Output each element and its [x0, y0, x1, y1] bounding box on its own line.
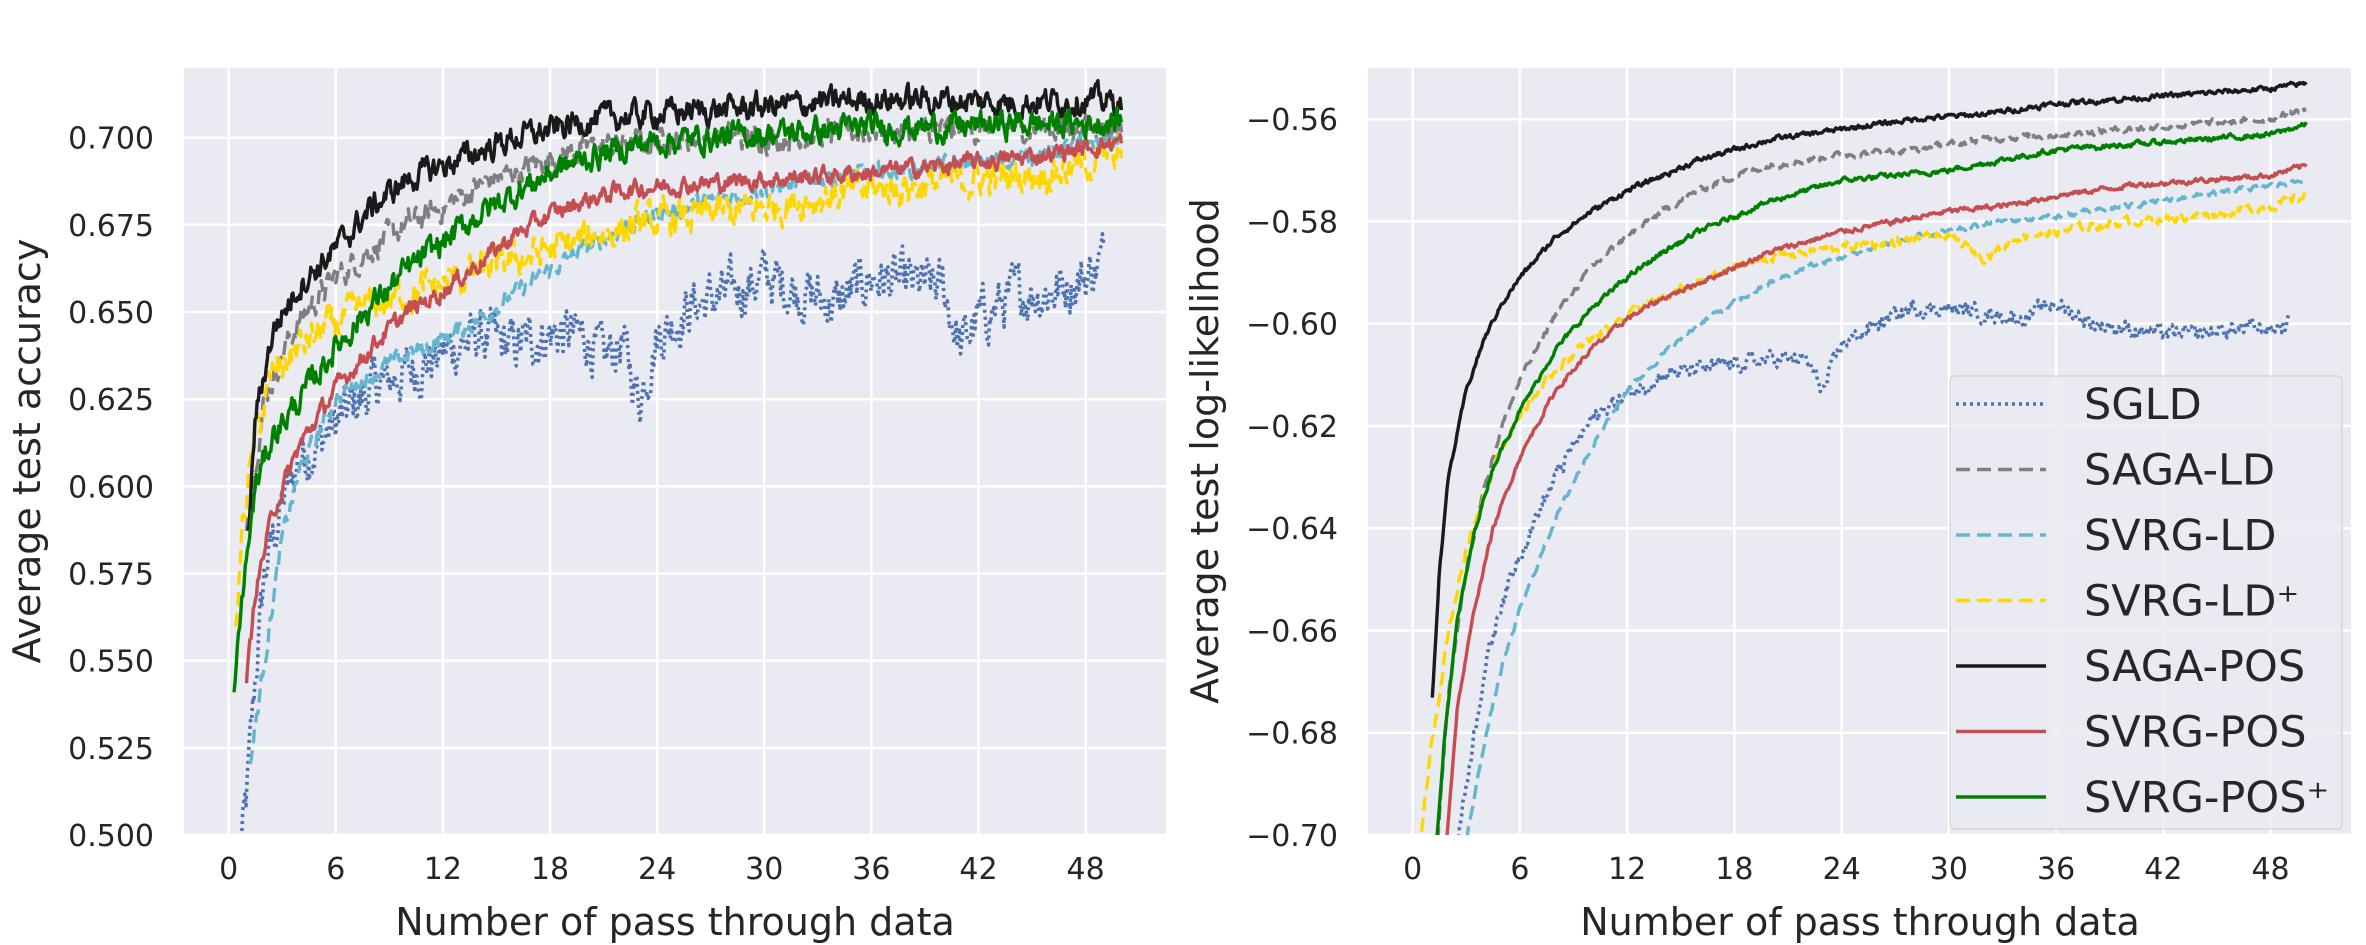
series-line-3	[234, 132, 1124, 627]
x-tick-label: 24	[1823, 852, 1861, 887]
x-tick-label: 48	[1067, 852, 1105, 887]
y-tick-label: 0.500	[68, 819, 154, 854]
y-tick-label: −0.56	[1246, 103, 1338, 138]
legend-label: SAGA-LD	[2084, 446, 2275, 496]
x-tick-label: 6	[326, 852, 345, 887]
series-line-4	[1430, 80, 2308, 698]
x-tick-label: 24	[638, 852, 676, 887]
x-tick-label: 18	[1715, 852, 1753, 887]
x-tick-label: 0	[219, 852, 238, 887]
y-tick-label: 0.550	[68, 645, 154, 680]
x-tick-label: 0	[1403, 852, 1422, 887]
x-tick-label: 30	[745, 852, 783, 887]
y-tick-label: 0.675	[68, 209, 154, 244]
legend: SGLD SAGA-LD SVRG-LD SVRG-LD⁺ SAGA-POS SVRG-P…	[1949, 375, 2343, 830]
chart-accuracy: 0 6 12 18 24 30 36 42 48 0.500 0.525 0.550 0.575 0.60…	[5, 68, 1166, 944]
x-axis-label: Number of pass through data	[1580, 900, 2140, 944]
series-line-6	[232, 106, 1124, 693]
series-line-1	[1436, 105, 2308, 835]
x-tick-label: 30	[1930, 852, 1968, 887]
legend-frame	[1949, 375, 2343, 830]
x-tick-label: 42	[2144, 852, 2182, 887]
x-tick-label: 36	[2037, 852, 2075, 887]
y-tick-label: −0.62	[1246, 410, 1338, 445]
legend-label: SVRG-LD⁺	[2084, 577, 2299, 627]
legend-label: SVRG-POS⁺	[2084, 773, 2329, 823]
legend-label: SVRG-POS	[2084, 708, 2307, 758]
y-tick-label: −0.64	[1246, 512, 1338, 547]
x-tick-label: 6	[1510, 852, 1529, 887]
x-tick-label: 36	[852, 852, 890, 887]
y-tick-label: 0.625	[68, 383, 154, 418]
series-line-3	[1419, 190, 2308, 835]
series-line-5	[1445, 163, 2308, 835]
series-line-0	[1456, 298, 2291, 835]
chart-log-likelihood: 0 6 12 18 24 30 36 42 48 −0.70 −0.68 −0.66 −0.64 −0.6…	[1183, 68, 2351, 944]
legend-label: SGLD	[2084, 380, 2202, 430]
x-tick-label: 12	[424, 852, 462, 887]
y-tick-label: −0.60	[1246, 308, 1338, 343]
legend-label: SVRG-LD	[2084, 511, 2277, 561]
x-tick-label: 18	[531, 852, 569, 887]
series-line-5	[244, 132, 1124, 684]
y-axis-label: Average test accuracy	[5, 239, 49, 664]
series-line-6	[1435, 121, 2308, 835]
y-axis-label: Average test log-likelihood	[1183, 198, 1227, 704]
legend-label: SAGA-POS	[2084, 642, 2305, 692]
x-tick-label: 42	[959, 852, 997, 887]
y-tick-label: 0.575	[68, 558, 154, 593]
y-tick-label: −0.68	[1246, 717, 1338, 752]
y-tick-label: 0.700	[68, 122, 154, 157]
y-tick-label: 0.600	[68, 470, 154, 505]
series-line-0	[239, 232, 1106, 835]
y-tick-label: −0.66	[1246, 614, 1338, 649]
y-tick-label: 0.650	[68, 296, 154, 331]
y-tick-label: −0.70	[1246, 819, 1338, 854]
y-tick-label: −0.58	[1246, 205, 1338, 240]
x-axis-label: Number of pass through data	[395, 900, 955, 944]
x-tick-label: 12	[1608, 852, 1646, 887]
series-line-4	[246, 78, 1124, 531]
y-tick-label: 0.525	[68, 732, 154, 767]
x-tick-label: 48	[2251, 852, 2289, 887]
